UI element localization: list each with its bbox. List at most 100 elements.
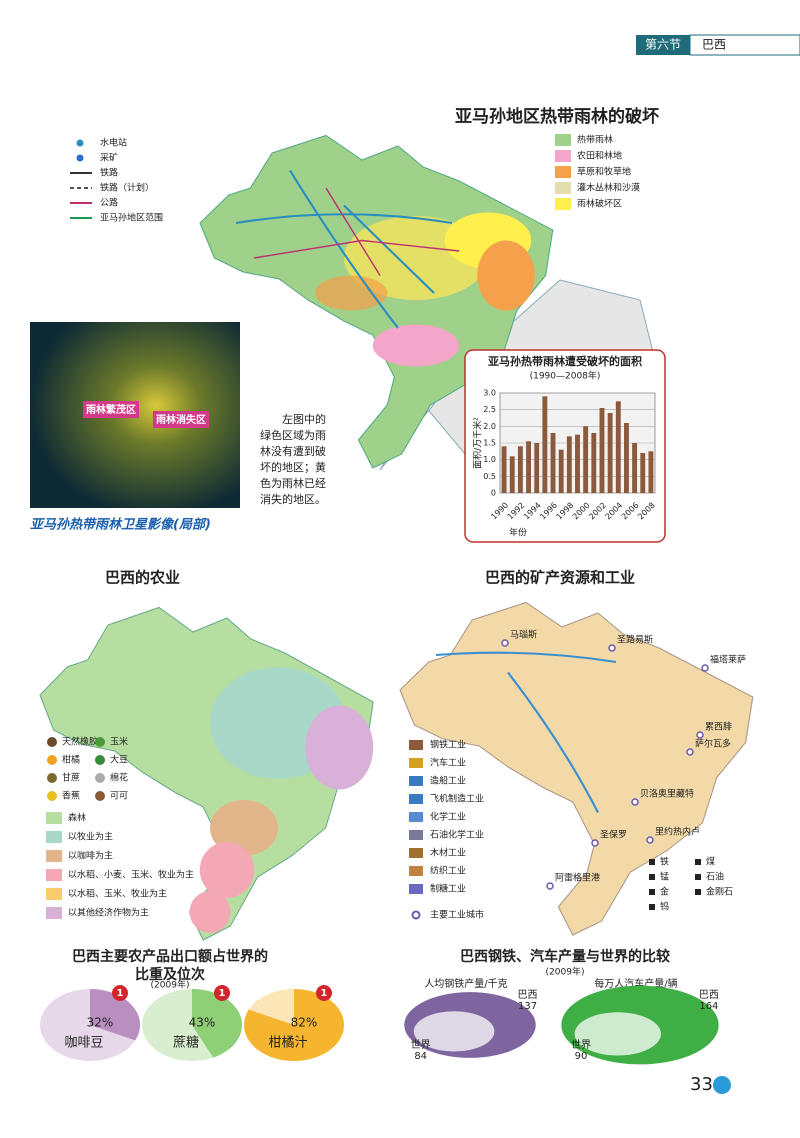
- legend-label: 棉花: [110, 772, 128, 784]
- bar: [648, 451, 654, 493]
- legend-label: 以水稻、小麦、玉米、牧业为主: [68, 869, 194, 881]
- legend-label: 农田和林地: [577, 150, 622, 162]
- rank-badge: [214, 985, 230, 1001]
- category-label: 人均钢铁产量/千克: [424, 977, 507, 990]
- chart-subtitle: (2009年): [151, 979, 190, 991]
- note-line: 绿色区域为雨: [260, 428, 326, 442]
- city-marker: [686, 748, 694, 756]
- rank-badge: [316, 985, 332, 1001]
- y-tick-label: 0.5: [483, 472, 496, 481]
- bar: [558, 449, 564, 493]
- category-label: 咖啡豆: [64, 1036, 103, 1051]
- legend-icon: [409, 776, 423, 786]
- legend-icon: [409, 884, 423, 894]
- bar: [534, 443, 540, 493]
- value-label: 137: [518, 1001, 537, 1012]
- legend-swatch: [555, 150, 571, 162]
- city-marker: [591, 839, 599, 847]
- y-tick-label: 1.0: [483, 455, 496, 464]
- legend-label: 石油: [706, 871, 724, 883]
- legend-icon: [95, 791, 105, 801]
- chart-subtitle: (2009年): [546, 966, 585, 978]
- legend-label: 纺织工业: [430, 865, 466, 877]
- legend-symbol: [76, 154, 84, 162]
- city-label: 马瑙斯: [510, 629, 537, 641]
- brazil-map-agriculture: [38, 605, 375, 942]
- legend-swatch: [46, 907, 62, 919]
- legend-icon: [409, 758, 423, 768]
- chart-title: 巴西钢铁、汽车产量与世界的比较: [460, 948, 670, 965]
- legend-icon: [409, 740, 423, 750]
- city-marker: [501, 639, 509, 647]
- page-icon: [713, 1076, 731, 1094]
- legend-symbol: [695, 889, 701, 895]
- legend-symbol: [649, 889, 655, 895]
- bar: [583, 426, 589, 493]
- rank-label: 1: [321, 988, 328, 999]
- legend-label: 雨林破坏区: [577, 198, 622, 210]
- y-axis-label: 面积/万千米²: [472, 417, 484, 469]
- legend-label: 钨: [660, 901, 669, 913]
- pie-slice: [192, 989, 242, 1058]
- legend-label: 甘蔗: [62, 772, 80, 784]
- legend-icon: [409, 866, 423, 876]
- map-title: 巴西的农业: [105, 569, 180, 587]
- legend-icon: [47, 737, 57, 747]
- x-axis-label: 年份: [509, 527, 527, 539]
- value-label: 43%: [189, 1016, 216, 1030]
- legend-swatch: [46, 831, 62, 843]
- legend-symbol: [649, 874, 655, 880]
- rank-label: 1: [219, 988, 226, 999]
- legend-symbol: [695, 859, 701, 865]
- value-label: 90: [575, 1051, 588, 1062]
- legend-swatch: [46, 812, 62, 824]
- bar: [599, 408, 605, 493]
- legend-label: 制糖工业: [430, 883, 466, 895]
- series-name: 世界: [571, 1039, 591, 1051]
- series-name: 巴西: [699, 989, 719, 1001]
- legend-swatch: [555, 166, 571, 178]
- legend-label: 汽车工业: [430, 757, 466, 769]
- brazil-map-industry: [398, 600, 755, 937]
- y-tick-label: 2.5: [483, 405, 496, 414]
- city-label: 贝洛奥里藏特: [640, 788, 694, 800]
- legend-label: 金刚石: [706, 886, 733, 898]
- legend-label: 铁: [660, 856, 669, 868]
- legend-swatch: [555, 134, 571, 146]
- city-label: 累西腓: [705, 721, 732, 733]
- city-marker: [546, 882, 554, 890]
- bar: [517, 446, 523, 493]
- map-title: 巴西的矿产资源和工业: [485, 569, 635, 587]
- river: [435, 651, 617, 813]
- legend-label: 柑橘: [62, 754, 80, 766]
- note-line: 坏的地区；黄: [260, 460, 326, 474]
- city-label: 里约热内卢: [655, 826, 700, 838]
- legend-symbol: [649, 859, 655, 865]
- legend-icon: [47, 755, 57, 765]
- legend-label: 化学工业: [430, 811, 466, 823]
- bar: [624, 423, 629, 493]
- rank-label: 1: [117, 988, 124, 999]
- legend-swatch: [555, 198, 571, 210]
- legend-icon: [95, 755, 105, 765]
- legend-label: 煤: [706, 856, 715, 868]
- note-line: 林没有遭到破: [260, 444, 326, 458]
- legend-label: 玉米: [110, 736, 128, 748]
- legend-label: 以牧业为主: [68, 831, 113, 843]
- city-marker: [646, 836, 654, 844]
- bar: [509, 456, 515, 493]
- image-caption: 亚马孙热带雨林卫星影像(局部): [30, 517, 211, 533]
- city-marker: [608, 644, 616, 652]
- land-use-area: [189, 891, 231, 933]
- legend-icon: [47, 773, 57, 783]
- legend-swatch: [555, 182, 571, 194]
- series-name: 世界: [411, 1039, 431, 1051]
- bar: [640, 453, 646, 493]
- legend-label: 亚马孙地区范围: [100, 212, 163, 224]
- legend-icon: [95, 737, 105, 747]
- legend-icon: [409, 848, 423, 858]
- bar: [550, 433, 556, 493]
- y-tick-label: 3.0: [483, 389, 496, 398]
